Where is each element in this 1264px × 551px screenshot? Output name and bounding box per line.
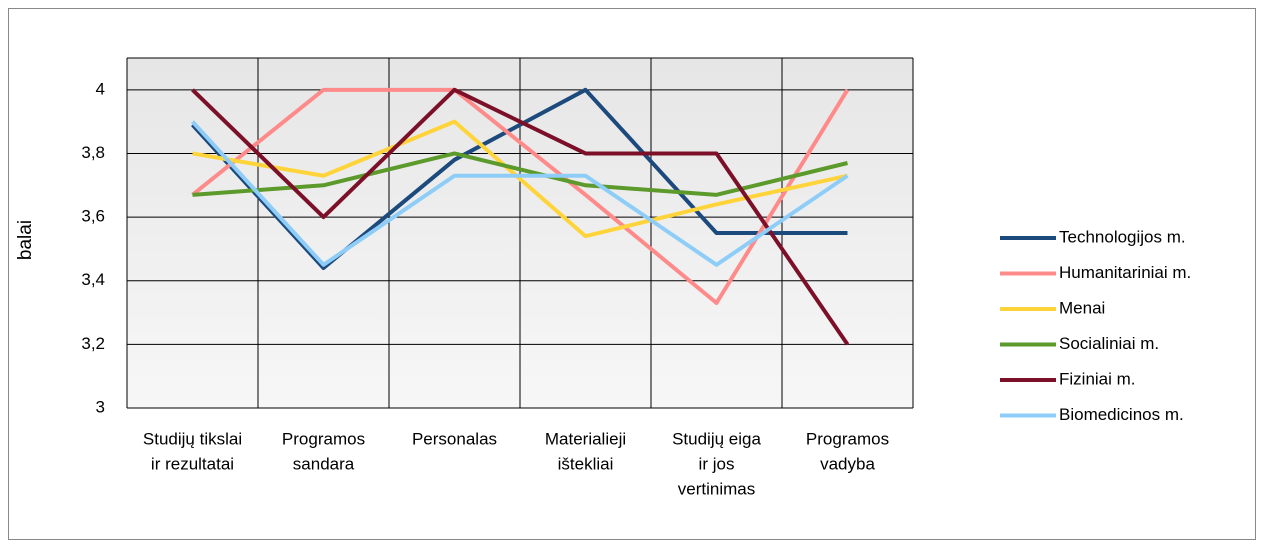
series-line <box>191 120 849 267</box>
y-tick-label: 3,2 <box>81 334 105 353</box>
x-tick-label: vertinimas <box>678 479 755 498</box>
legend-label: Humanitariniai m. <box>1059 263 1191 282</box>
series-line <box>192 119 848 239</box>
x-tick-label: Materialieji <box>545 429 626 448</box>
legend-label: Fiziniai m. <box>1059 369 1136 388</box>
series-line <box>191 87 848 270</box>
y-tick-label: 3,8 <box>81 143 105 162</box>
x-tick-label: vadyba <box>820 454 875 473</box>
x-tick-label: ir jos <box>699 454 735 473</box>
x-tick-label: sandara <box>293 454 355 473</box>
y-tick-label: 3,4 <box>81 270 105 289</box>
x-tick-label: Personalas <box>412 429 497 448</box>
y-tick-label: 4 <box>96 79 105 98</box>
x-tick-label: ir rezultatai <box>151 454 234 473</box>
series-line <box>191 87 850 305</box>
y-tick-label: 3,6 <box>81 207 105 226</box>
legend-label: Biomedicinos m. <box>1059 405 1184 424</box>
x-tick-label: Programos <box>282 429 365 448</box>
legend-label: Socialiniai m. <box>1059 334 1159 353</box>
x-tick-label: Programos <box>806 429 889 448</box>
y-axis-label: balai <box>15 220 36 260</box>
series-line <box>192 151 848 197</box>
y-tick-label: 3 <box>96 397 105 416</box>
series-line <box>191 87 850 346</box>
x-tick-label: Studijų tikslai <box>143 429 242 448</box>
legend-label: Menai <box>1059 298 1105 317</box>
x-tick-label: ištekliai <box>558 454 614 473</box>
x-tick-label: Studijų eiga <box>672 429 761 448</box>
legend-label: Technologijos m. <box>1059 227 1186 246</box>
